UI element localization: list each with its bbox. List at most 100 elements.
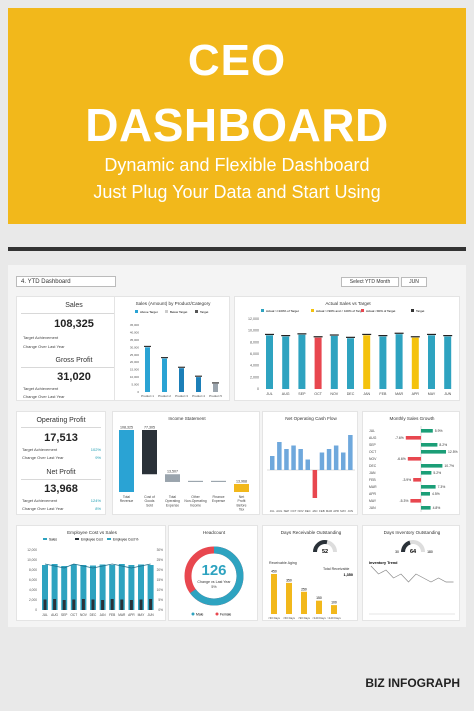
headcount-sub-value: 5% [211,585,217,589]
x-tick-label: AUG [51,613,58,617]
headcount-chart-title: Headcount [203,530,226,535]
hero-subtitle-line2: Just Plug Your Data and Start Using [93,182,381,202]
bar [312,470,318,498]
chart-card-receivable: Days Receivable Outstanding 52 Receivable … [262,525,358,621]
x-tick-label: Revenue [120,499,134,503]
y-tick-label: 12,000 [27,548,37,552]
chart-card-inventory: Days Inventory Outstanding 64 30 180 Invento… [362,525,460,621]
bar [411,337,419,389]
x-tick-label: FEB [109,613,115,617]
bar [286,582,292,614]
legend-swatch [195,310,198,313]
y-tick-label: 30,000 [130,345,140,349]
op-achv-label: Target Achievement [22,447,58,452]
product-chart-title: Sales (Amount) by Product/Category [136,301,212,306]
y2-tick-label: 15% [157,578,164,582]
bar-sales [51,564,58,610]
bar [421,506,431,510]
bar [145,347,150,392]
y-tick-label: FEB [369,478,376,482]
x-tick-label: Product 3 [175,394,188,398]
x-tick-label: Net [239,495,244,499]
bar [142,430,157,475]
total-value: 1,350 [343,573,353,577]
series-line [370,565,454,583]
legend-label: Employee Cost [81,538,103,542]
x-tick-label: JUL [42,613,48,617]
y2-tick-label: 25% [157,558,164,562]
x-tick-label: DEC [347,392,355,396]
x-tick-label: JAN [100,613,107,617]
divider-bar [8,247,466,251]
x-tick-label: JAN [312,509,317,513]
bar [298,334,306,389]
income-chart-title: Income Statement [168,416,206,421]
legend-label: Target [416,309,425,313]
headcount-sub-label: Change vs Last Year [197,580,231,584]
y-tick-label: 25,000 [130,353,140,357]
series-line-employee-cost-pct [44,563,151,569]
bar-sales [80,565,87,610]
x-tick-label: Sold [146,503,153,507]
x-tick-label: Other [191,495,200,499]
x-tick-label: Product 5 [209,394,222,398]
bar [421,429,433,433]
bar [405,436,421,440]
y2-tick-label: 0% [158,608,163,612]
x-tick-label: JUN [444,392,451,396]
sales-value: 108,325 [54,318,94,330]
actual-vs-target-chart: Actual Sales vs Target Actual >=100% of T… [248,301,453,396]
bar [213,383,218,392]
legend-label: Employee Cost % [113,538,138,542]
cashflow-chart-title: Net Operating Cash Flow [285,416,337,421]
y-tick-label: 6,000 [250,352,259,356]
bar [413,478,421,482]
headcount-value: 126 [201,562,226,579]
bar [282,336,290,389]
bar [421,443,438,447]
bar [330,335,338,389]
x-tick-label: MAR [118,613,126,617]
kpi-card-op-np: Operating Profit 17,513 Target Achieveme… [16,411,106,515]
x-tick-label: AUG [282,392,290,396]
hero-title-line1: CEO [187,36,287,85]
x-tick-label: Income [190,503,201,507]
bar-employee-cost [129,600,133,610]
x-tick-label: >120 Days [327,616,341,620]
y-tick-label: 40,000 [130,330,140,334]
gauge-value: 52 [322,549,328,555]
bar [326,449,332,470]
bar [314,337,322,389]
x-tick-label: DEC [90,613,97,617]
x-tick-label: MAR [395,392,403,396]
gross-profit-title: Gross Profit [55,357,93,364]
bar [301,591,307,614]
bar [421,464,443,468]
bar [196,377,201,392]
bar [277,442,282,470]
bar-employee-cost [101,600,105,610]
x-tick-label: OCT [291,509,297,513]
target-marker [329,334,339,336]
x-tick-label: Before [237,503,247,507]
total-label: Total Receivable [323,567,349,571]
data-label: 150 [316,596,322,600]
gross-profit-value: 31,020 [57,371,91,383]
bar [331,605,337,614]
dashboard-preview: 4. YTD Dashboard Select YTD Month JUN Sa… [8,265,466,627]
bar [270,456,275,470]
month-select[interactable]: JUN [401,277,427,287]
sales-title: Sales [65,302,83,309]
y-tick-label: JUN [369,506,376,510]
op-chg-label: Change Over Last Year [22,455,64,460]
chart-card-employee: Employee Cost vs Sales Sales Employee Cost… [16,525,166,621]
x-tick-label: JUN [147,613,154,617]
x-tick-label: MAR [326,509,332,513]
bar-employee-cost [43,599,47,610]
bar [179,368,184,392]
target-marker [378,335,388,337]
bar-employee-cost [91,599,95,610]
chart-card-growth: Monthly Sales Growth JUL 5.9% AUG -7.6% SEP 8.… [362,411,460,515]
data-label: -6.6% [397,457,406,461]
